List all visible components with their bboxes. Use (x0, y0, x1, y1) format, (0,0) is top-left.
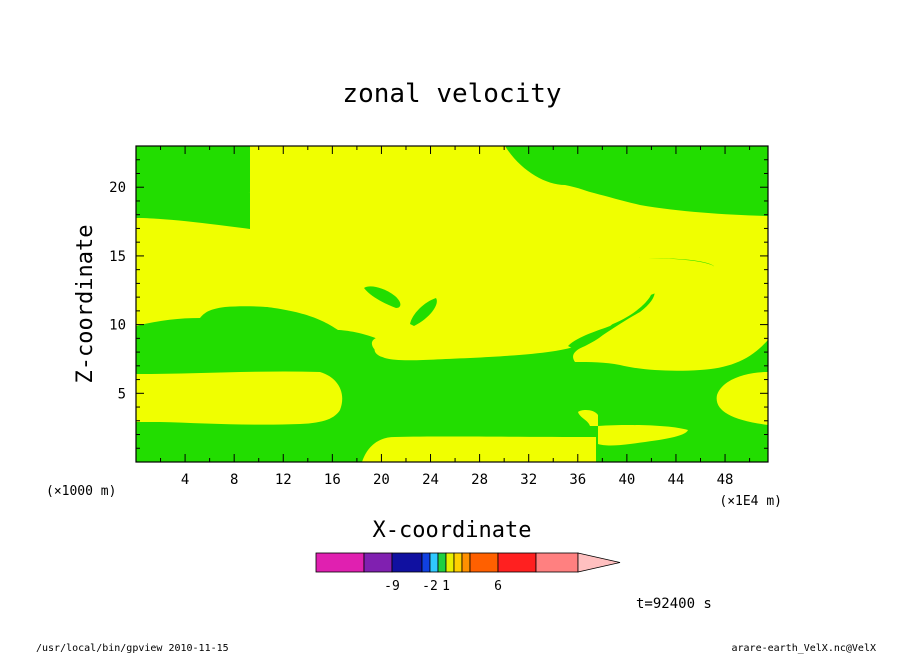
colorbar-segment (315, 552, 365, 573)
colorbar: -9 -2 1 6 (315, 552, 621, 594)
contour-region-bottom-right (598, 425, 688, 446)
x-tick-label: 40 (618, 472, 635, 488)
time-label: t=92400 s (636, 596, 712, 612)
y-axis: 5 10 15 20 (109, 159, 768, 449)
y-axis-label: Z-coordinate (73, 225, 98, 384)
colorbar-segment (535, 552, 579, 573)
chart-title: zonal velocity (342, 79, 561, 109)
colorbar-segment (453, 552, 463, 573)
colorbar-label: 1 (442, 579, 450, 594)
contour-region-lower-left (136, 371, 343, 425)
colorbar-label: -2 (422, 579, 438, 594)
x-tick-label: 8 (230, 472, 238, 488)
colorbar-segment (461, 552, 471, 573)
colorbar-segment (429, 552, 439, 573)
y-tick-label: 15 (109, 249, 126, 265)
plot-frame (135, 145, 769, 463)
contour-island-1 (364, 286, 401, 308)
colorbar-arrow (577, 552, 621, 573)
contour-region-spot-a (578, 410, 598, 426)
contour-region-bottom (362, 436, 596, 462)
x-tick-label: 48 (717, 472, 734, 488)
colorbar-segment (391, 552, 423, 573)
colorbar-label: -9 (384, 579, 400, 594)
x-tick-label: 20 (373, 472, 390, 488)
y-tick-label: 20 (109, 180, 126, 196)
x-axis: 4 8 12 16 20 24 28 32 36 40 44 48 (160, 146, 751, 488)
contour-island-2 (410, 298, 437, 326)
x-tick-label: 4 (181, 472, 189, 488)
colorbar-segment (497, 552, 537, 573)
colorbar-segment (469, 552, 499, 573)
footer-right: arare-earth_VelX.nc@VelX (732, 643, 877, 654)
y-unit-label: (×1000 m) (46, 484, 116, 499)
contour-island-3 (568, 326, 610, 350)
x-tick-label: 36 (569, 472, 586, 488)
colorbar-segment (437, 552, 447, 573)
colorbar-segment (363, 552, 393, 573)
x-tick-label: 44 (668, 472, 685, 488)
x-axis-label: X-coordinate (373, 518, 532, 543)
contour-region-right-lobe (716, 372, 768, 425)
y-tick-label: 10 (109, 318, 126, 334)
x-tick-label: 28 (471, 472, 488, 488)
x-tick-label: 24 (422, 472, 439, 488)
x-tick-label: 12 (275, 472, 292, 488)
colorbar-segment (445, 552, 455, 573)
x-tick-label: 16 (324, 472, 341, 488)
x-unit-label: (×1E4 m) (719, 494, 782, 509)
y-tick-label: 5 (118, 386, 126, 402)
x-tick-label: 32 (520, 472, 537, 488)
plot-area (135, 145, 769, 463)
contour-region-middle-band (136, 218, 650, 359)
colorbar-label: 6 (494, 579, 502, 594)
footer-left: /usr/local/bin/gpview 2010-11-15 (36, 643, 229, 654)
colorbar-segment (421, 552, 431, 573)
contour-region-right-upper (515, 146, 768, 371)
